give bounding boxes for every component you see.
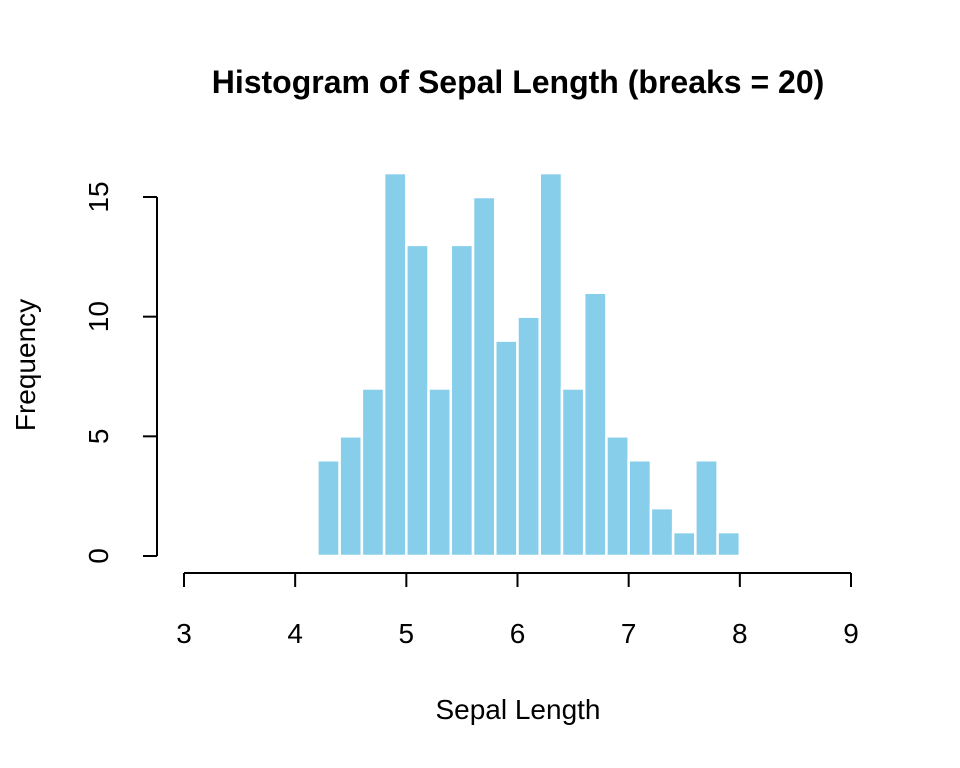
- histogram-bar: [316, 459, 341, 558]
- x-axis: 3 4 5 6 7 8 9: [176, 572, 859, 649]
- y-tick-label: 5: [83, 429, 114, 445]
- histogram-bar: [605, 435, 630, 558]
- histogram-bar: [582, 291, 608, 558]
- histogram-bar: [694, 459, 719, 558]
- histogram-bar: [360, 387, 386, 558]
- histogram-bar: [405, 243, 430, 558]
- bars-group: [316, 171, 742, 558]
- y-tick-label: 0: [83, 548, 114, 564]
- histogram-bar: [427, 387, 453, 558]
- x-tick-label: 7: [621, 618, 637, 649]
- histogram-bar: [471, 195, 497, 558]
- y-tick-label: 15: [83, 181, 114, 212]
- y-tick-label: 10: [83, 301, 114, 332]
- histogram-bar: [338, 435, 364, 558]
- histogram-bar: [516, 315, 541, 558]
- x-axis-label: Sepal Length: [435, 694, 600, 725]
- histogram-bar: [627, 459, 653, 558]
- x-tick-label: 8: [732, 618, 748, 649]
- histogram-bar: [649, 506, 675, 558]
- x-tick-label: 9: [843, 618, 859, 649]
- x-tick-label: 6: [510, 618, 526, 649]
- x-tick-label: 4: [287, 618, 303, 649]
- histogram-bar: [494, 339, 519, 558]
- y-axis: 0 5 10 15: [83, 181, 158, 564]
- histogram-bar: [716, 530, 742, 558]
- histogram-bar: [449, 243, 475, 558]
- histogram-bar: [560, 387, 586, 558]
- x-tick-label: 5: [399, 618, 415, 649]
- histogram-bar: [538, 171, 564, 558]
- chart-title: Histogram of Sepal Length (breaks = 20): [212, 64, 825, 100]
- x-tick-label: 3: [176, 618, 192, 649]
- histogram-bar: [382, 171, 408, 558]
- histogram-bar: [671, 530, 697, 558]
- y-axis-label: Frequency: [10, 299, 41, 431]
